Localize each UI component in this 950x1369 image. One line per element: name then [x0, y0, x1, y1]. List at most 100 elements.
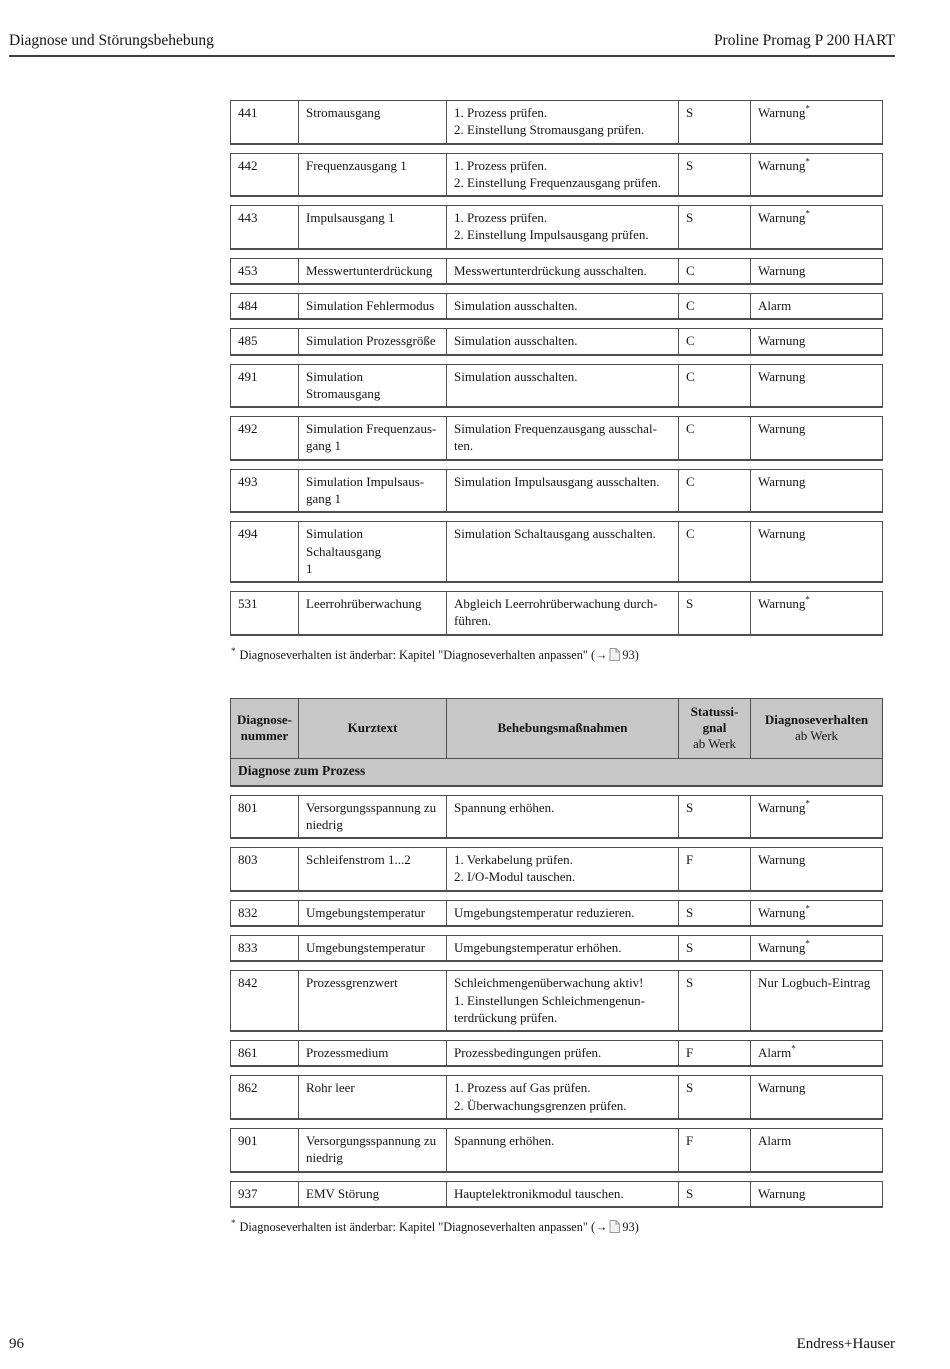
cell-diagnoseverhalten: Warnung [758, 852, 806, 868]
cell-kurztext: EMV Störung [299, 1181, 447, 1206]
table-row: 937 EMV Störung Hauptelektronikmodul tausc… [230, 1180, 883, 1208]
cell-statussignal: S [679, 795, 751, 838]
cell-diagnoseverhalten: Warnung* [758, 156, 810, 173]
table-row: 442 Frequenzausgang 1 1. Prozess prüfen. 2.… [230, 152, 883, 198]
cell-behebungsmassnahmen: 1. Prozess auf Gas prüfen. 2. Überwachung… [447, 1076, 679, 1118]
footnote-page-ref: 93) [622, 647, 639, 662]
cell-diagnoseverhalten: Alarm [758, 1132, 792, 1148]
cell-kurztext: Umgebungstemperatur [299, 900, 447, 926]
cell-statussignal: S [679, 936, 751, 961]
page-icon [609, 647, 621, 661]
table-row: 833 Umgebungstemperatur Umgebungstemperatu… [230, 935, 883, 963]
footnote-marker: * [231, 1217, 236, 1228]
cell-kurztext: Stromausgang [299, 101, 447, 143]
cell-diagnoseverhalten: Warnung* [758, 903, 810, 920]
header-product-title: Proline Promag P 200 HART [713, 32, 895, 49]
cell-behebungsmassnahmen: Prozessbedingungen prüfen. [447, 1041, 679, 1066]
cell-kurztext: Simulation Fehlermodus [299, 293, 447, 319]
cell-kurztext: Leerrohrüberwachung [299, 592, 447, 634]
footer-page-number: 96 [9, 1336, 24, 1352]
cell-behebungsmassnahmen: 1. Verkabelung prüfen. 2. I/O-Modul tausc… [447, 848, 679, 890]
header-chapter-title: Diagnose und Störungsbehebung [9, 32, 214, 49]
page-icon [609, 1219, 621, 1233]
cell-behebungsmassnahmen: Spannung erhöhen. [447, 1128, 679, 1171]
table-row: 494 Simulation Schaltausgang 1 Simulation S… [230, 521, 883, 584]
cell-kurztext: Messwertunterdrückung [299, 258, 447, 283]
cell-kurztext: Prozessmedium [299, 1041, 447, 1066]
changeable-marker: * [805, 103, 810, 114]
cell-kurztext: Prozessgrenzwert [299, 971, 447, 1031]
cell-diagnosenummer: 803 [231, 848, 299, 890]
table-row: 492 Simulation Frequenzaus-gang 1 Simulati… [230, 416, 883, 461]
cell-behebungsmassnahmen: Simulation ausschalten. [447, 329, 679, 354]
changeable-marker: * [805, 156, 810, 167]
table-row: 491 Simulation Stromausgang Simulation aus… [230, 363, 883, 409]
cell-statussignal: F [679, 1128, 751, 1171]
table-row: 485 Simulation Prozessgröße Simulation aus… [230, 328, 883, 356]
table-row: 443 Impulsausgang 1 1. Prozess prüfen. 2. E… [230, 205, 883, 250]
cell-diagnosenummer: 493 [231, 469, 299, 512]
cell-diagnoseverhalten: Warnung [758, 333, 806, 349]
cell-diagnosenummer: 862 [231, 1076, 299, 1118]
page-footer: 96 Endress+Hauser [9, 1336, 895, 1353]
diagnostics-table-continued: 441 Stromausgang 1. Prozess prüfen. 2. Eins… [230, 100, 883, 636]
cell-statussignal: C [679, 258, 751, 283]
cell-behebungsmassnahmen: Hauptelektronikmodul tauschen. [447, 1181, 679, 1206]
changeable-marker: * [805, 798, 810, 809]
cell-kurztext: Simulation Impulsaus-gang 1 [299, 469, 447, 512]
cell-diagnosenummer: 443 [231, 206, 299, 248]
cell-diagnosenummer: 491 [231, 364, 299, 407]
table-row: 453 Messwertunterdrückung Messwertunterdrü… [230, 257, 883, 285]
cell-statussignal: S [679, 1076, 751, 1118]
cell-diagnosenummer: 901 [231, 1128, 299, 1171]
cell-kurztext: Simulation Stromausgang [299, 364, 447, 407]
changeable-marker: * [791, 1043, 796, 1054]
column-header-diagnosenummer: Diagnose-nummer [231, 698, 299, 758]
cell-statussignal: C [679, 417, 751, 459]
diagnostics-table-process: Diagnose-nummer Kurztext Behebungsmaßnahme… [230, 697, 883, 1208]
cell-statussignal: C [679, 469, 751, 512]
cell-statussignal: C [679, 522, 751, 582]
table-row: 801 Versorgungsspannung zu niedrig Spannung… [230, 794, 883, 840]
cell-statussignal: C [679, 293, 751, 319]
footnote-text: Diagnoseverhalten ist änderbar: Kapitel … [239, 647, 608, 662]
footnote-1: * Diagnoseverhalten ist änderbar: Kapitel… [231, 645, 883, 664]
cell-diagnosenummer: 801 [231, 795, 299, 838]
table-row: 493 Simulation Impulsaus-gang 1 Simulation… [230, 468, 883, 514]
changeable-marker: * [805, 938, 810, 949]
cell-behebungsmassnahmen: Simulation ausschalten. [447, 364, 679, 407]
cell-statussignal: S [679, 971, 751, 1031]
cell-diagnosenummer: 442 [231, 153, 299, 196]
cell-statussignal: S [679, 900, 751, 926]
cell-behebungsmassnahmen: Simulation Frequenzausgang ausschal-ten. [447, 417, 679, 459]
cell-diagnoseverhalten: Warnung [758, 368, 806, 384]
column-header-diagnoseverhalten: Diagnoseverhalten ab Werk [764, 711, 869, 744]
cell-diagnoseverhalten: Warnung* [758, 798, 810, 815]
table-row: 832 Umgebungstemperatur Umgebungstemperatu… [230, 899, 883, 928]
table-header: Diagnose-nummer Kurztext Behebungsmaßnahme… [230, 697, 883, 787]
cell-diagnosenummer: 531 [231, 592, 299, 634]
cell-behebungsmassnahmen: Umgebungstemperatur reduzieren. [447, 900, 679, 926]
cell-diagnoseverhalten: Warnung* [758, 594, 810, 612]
cell-diagnosenummer: 494 [231, 522, 299, 582]
cell-kurztext: Versorgungsspannung zu niedrig [299, 1128, 447, 1171]
footnote-marker: * [231, 645, 236, 656]
table-row: 803 Schleifenstrom 1...2 1. Verkabelung pr… [230, 847, 883, 892]
table-row: 901 Versorgungsspannung zu niedrig Spannung… [230, 1127, 883, 1173]
cell-statussignal: C [679, 329, 751, 354]
cell-diagnoseverhalten: Warnung* [758, 938, 810, 956]
cell-behebungsmassnahmen: Simulation ausschalten. [447, 293, 679, 319]
footnote-2: * Diagnoseverhalten ist änderbar: Kapitel… [231, 1217, 883, 1236]
cell-statussignal: S [679, 206, 751, 248]
table-row: 842 Prozessgrenzwert Schleichmengenüberwac… [230, 970, 883, 1033]
footer-brand: Endress+Hauser [796, 1336, 895, 1352]
cell-kurztext: Simulation Schaltausgang 1 [299, 522, 447, 582]
cell-diagnosenummer: 832 [231, 900, 299, 926]
table-row: 862 Rohr leer 1. Prozess auf Gas prüfen. 2.… [230, 1075, 883, 1120]
column-header-statussignal: Statussi-gnal ab Werk [679, 698, 751, 758]
cell-diagnoseverhalten: Nur Logbuch-Eintrag [758, 975, 871, 991]
cell-behebungsmassnahmen: Spannung erhöhen. [447, 795, 679, 838]
cell-diagnoseverhalten: Warnung [758, 1185, 806, 1201]
cell-kurztext: Versorgungsspannung zu niedrig [299, 795, 447, 838]
cell-diagnoseverhalten: Warnung* [758, 208, 810, 226]
